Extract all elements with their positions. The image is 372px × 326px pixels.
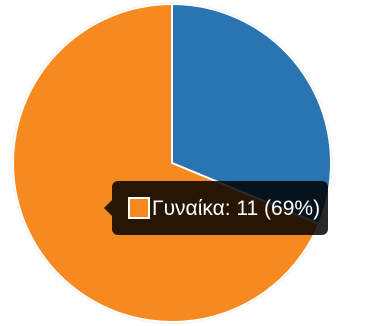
- slice-tooltip: Γυναίκα: 11 (69%): [103, 181, 329, 235]
- tooltip-text: Γυναίκα: 11 (69%): [152, 196, 321, 220]
- pie-slice-2[interactable]: [12, 3, 320, 323]
- pie-slice-1[interactable]: [171, 3, 333, 225]
- tooltip-color-swatch: [128, 197, 150, 219]
